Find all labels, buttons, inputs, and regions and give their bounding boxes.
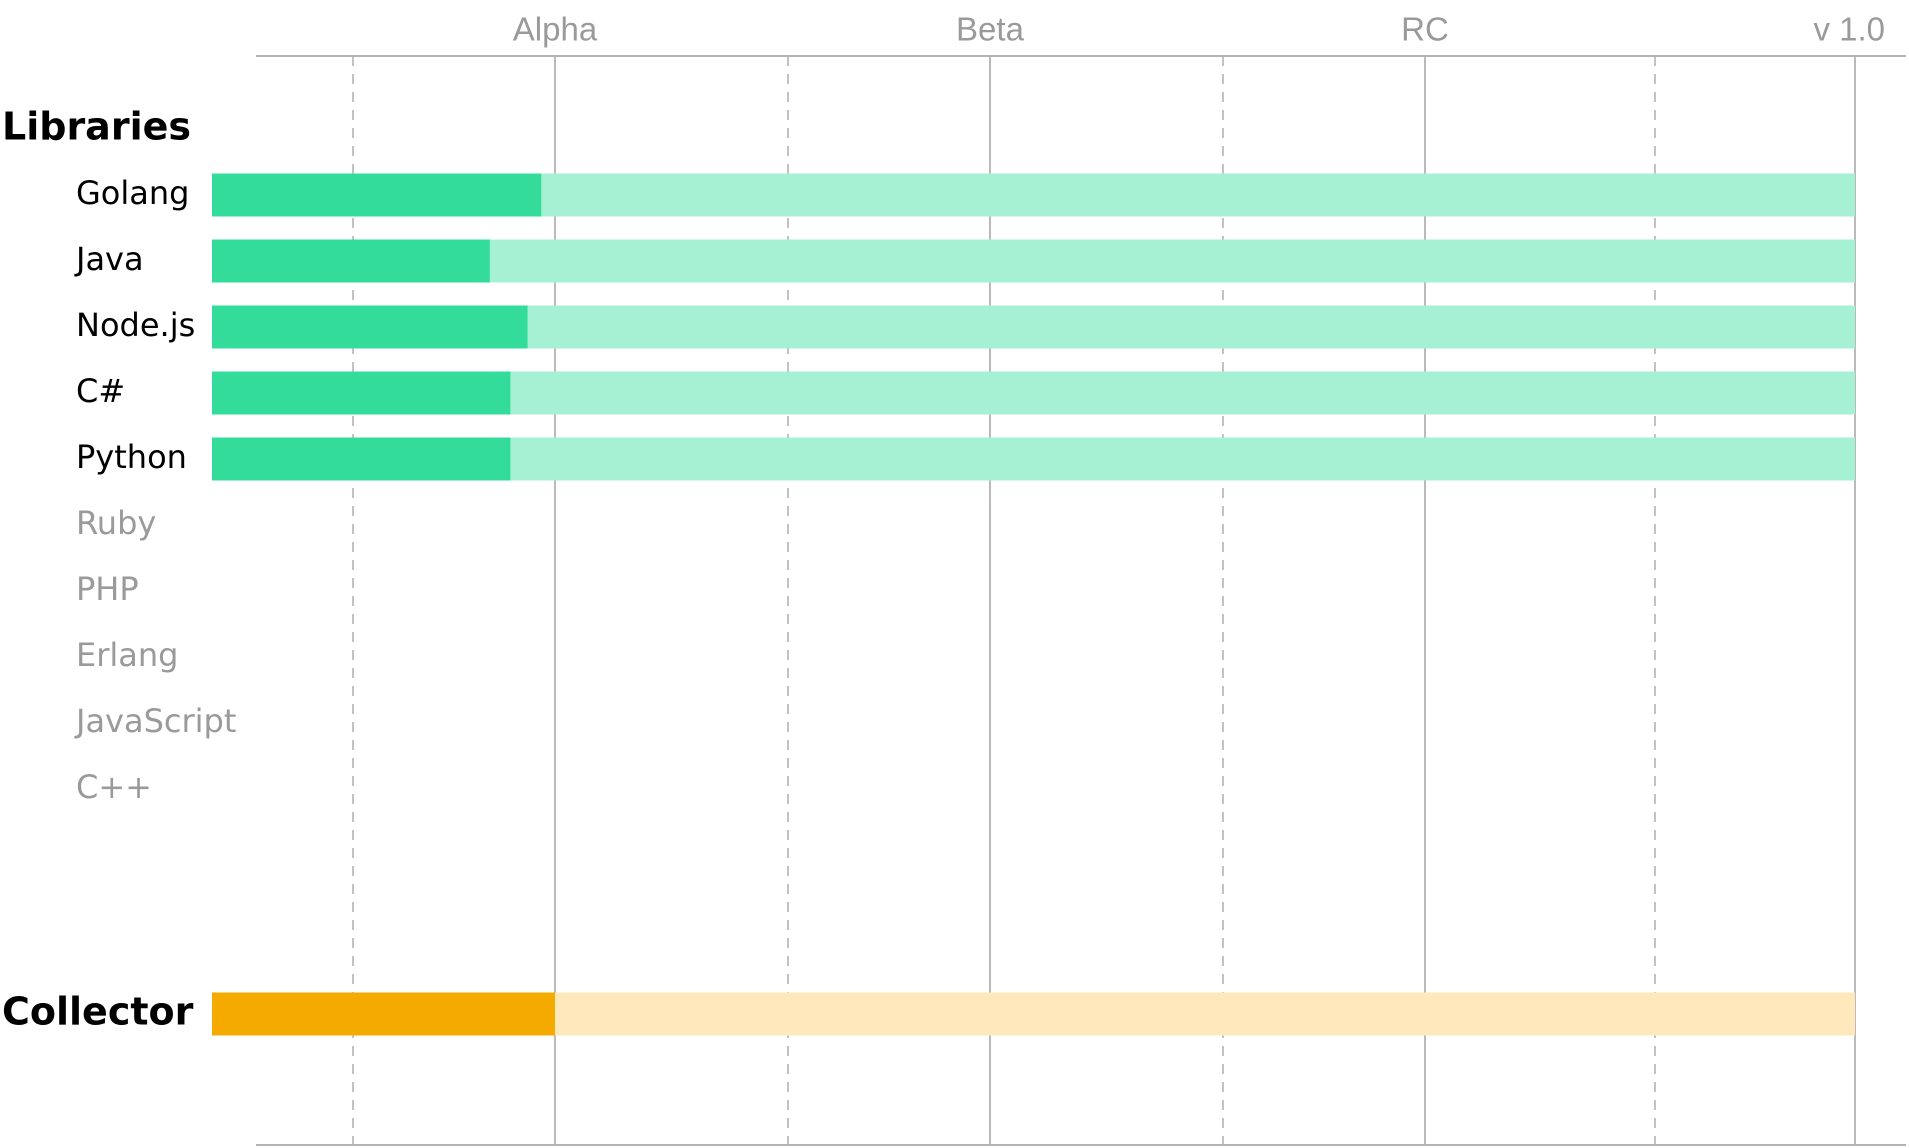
milestone-label: RC (1401, 11, 1449, 48)
collector-progress-bar (212, 992, 555, 1036)
row-label: Golang (76, 174, 189, 212)
section-heading-collector: Collector (2, 990, 194, 1034)
row-label: C# (76, 372, 125, 410)
row-label: Node.js (76, 306, 195, 344)
bar-layer (212, 173, 1855, 1036)
milestone-label: v 1.0 (1813, 11, 1885, 48)
row-label: Python (76, 438, 187, 476)
progress-bar (212, 371, 511, 415)
milestone-label: Alpha (513, 11, 598, 48)
section-heading-libraries: Libraries (2, 105, 191, 149)
row-label: JavaScript (74, 702, 236, 740)
row-label: PHP (76, 570, 139, 608)
row-label: Erlang (76, 636, 178, 674)
row-label: C++ (76, 768, 152, 806)
row-label: Ruby (76, 504, 156, 542)
progress-bar (212, 305, 528, 349)
label-layer: Alpha Beta RC v 1.0 Libraries Golang Java Node.… (2, 11, 1885, 1034)
progress-bar (212, 239, 490, 283)
axis-layer (256, 55, 1906, 1146)
progress-bar (212, 437, 511, 481)
milestone-label: Beta (956, 11, 1025, 48)
grid-layer (352, 56, 1856, 1145)
row-label: Java (74, 240, 144, 278)
progress-bar (212, 173, 542, 217)
